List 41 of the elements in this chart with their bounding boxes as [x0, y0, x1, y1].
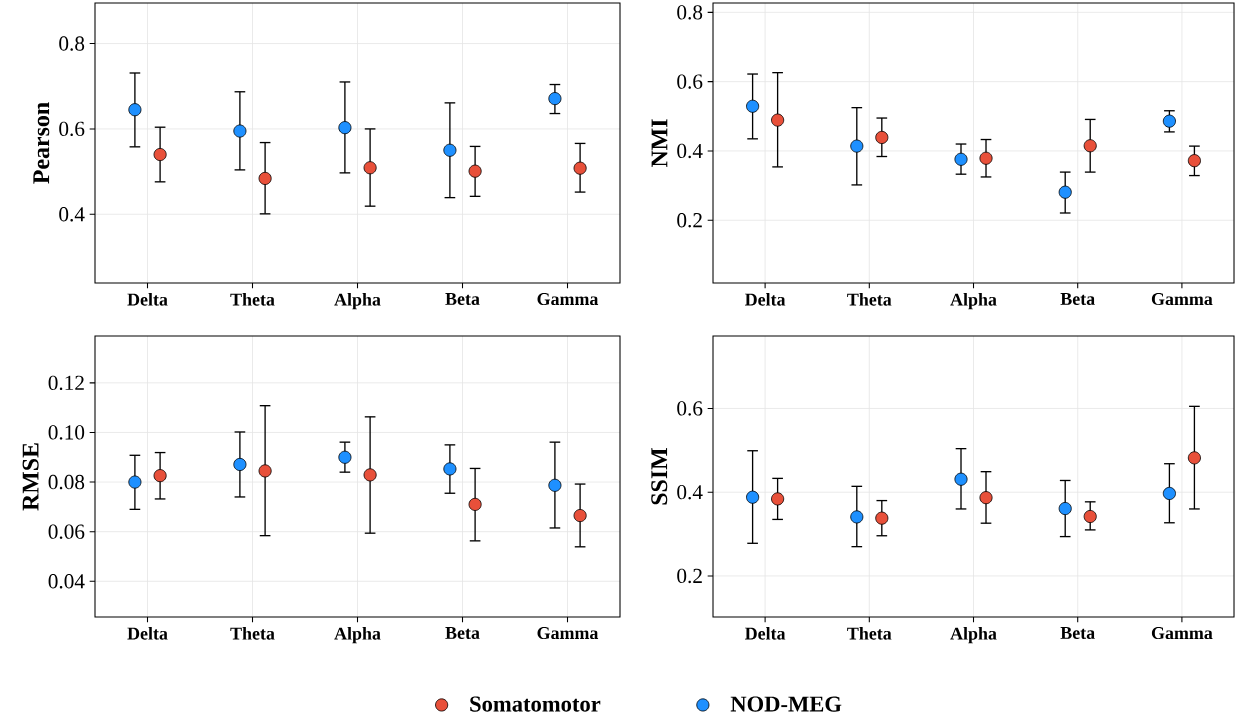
y-tick-label: 0.04: [48, 574, 85, 589]
x-tick-label: Beta: [1060, 293, 1095, 305]
x-tick-label: Alpha: [334, 293, 381, 310]
y-tick-label: 0.4: [677, 484, 703, 500]
x-tick-label: Gamma: [537, 293, 599, 306]
x-tick-label: Theta: [847, 293, 892, 306]
x-tick-label: Delta: [745, 293, 786, 306]
x-tick-label: Theta: [230, 293, 275, 306]
x-tick-label: Theta: [230, 627, 275, 640]
x-tick-label: Delta: [127, 627, 168, 640]
x-tick-label: Alpha: [334, 627, 381, 644]
y-tick-label: 0.8: [59, 36, 85, 51]
y-tick-label: 0.2: [677, 568, 702, 584]
legend-label: Somatomotor: [470, 696, 601, 712]
y-tick-label: 0.4: [59, 207, 85, 222]
y-tick-label: 0.8: [677, 5, 703, 20]
x-tick-label: Delta: [127, 293, 168, 306]
y-tick-label: 0.6: [677, 74, 703, 89]
x-tick-label: Gamma: [537, 627, 599, 640]
x-tick-label: Theta: [847, 627, 892, 640]
y-tick-label: 0.10: [48, 425, 85, 440]
x-tick-label: Gamma: [1151, 293, 1213, 306]
x-tick-label: Alpha: [950, 627, 997, 644]
x-tick-label: Delta: [745, 627, 786, 640]
y-axis-title: Pearson: [33, 102, 50, 184]
y-tick-label: 0.08: [48, 474, 85, 490]
y-axis-title: NMI: [651, 119, 668, 168]
x-tick-label: Alpha: [950, 293, 997, 310]
y-tick-label: 0.12: [48, 375, 84, 391]
legend-label: NOD-MEG: [730, 696, 842, 712]
x-tick-label: Gamma: [1151, 627, 1213, 640]
x-tick-label: Beta: [1060, 627, 1095, 639]
y-tick-label: 0.4: [677, 143, 703, 159]
y-axis-title: RMSE: [22, 443, 39, 511]
y-tick-label: 0.2: [677, 213, 702, 228]
y-tick-label: 0.6: [59, 121, 85, 137]
x-tick-label: Beta: [445, 293, 480, 305]
y-tick-label: 0.06: [48, 524, 85, 539]
y-tick-label: 0.6: [677, 401, 703, 416]
x-tick-label: Beta: [445, 627, 480, 639]
y-axis-title: SSIM: [651, 447, 668, 505]
